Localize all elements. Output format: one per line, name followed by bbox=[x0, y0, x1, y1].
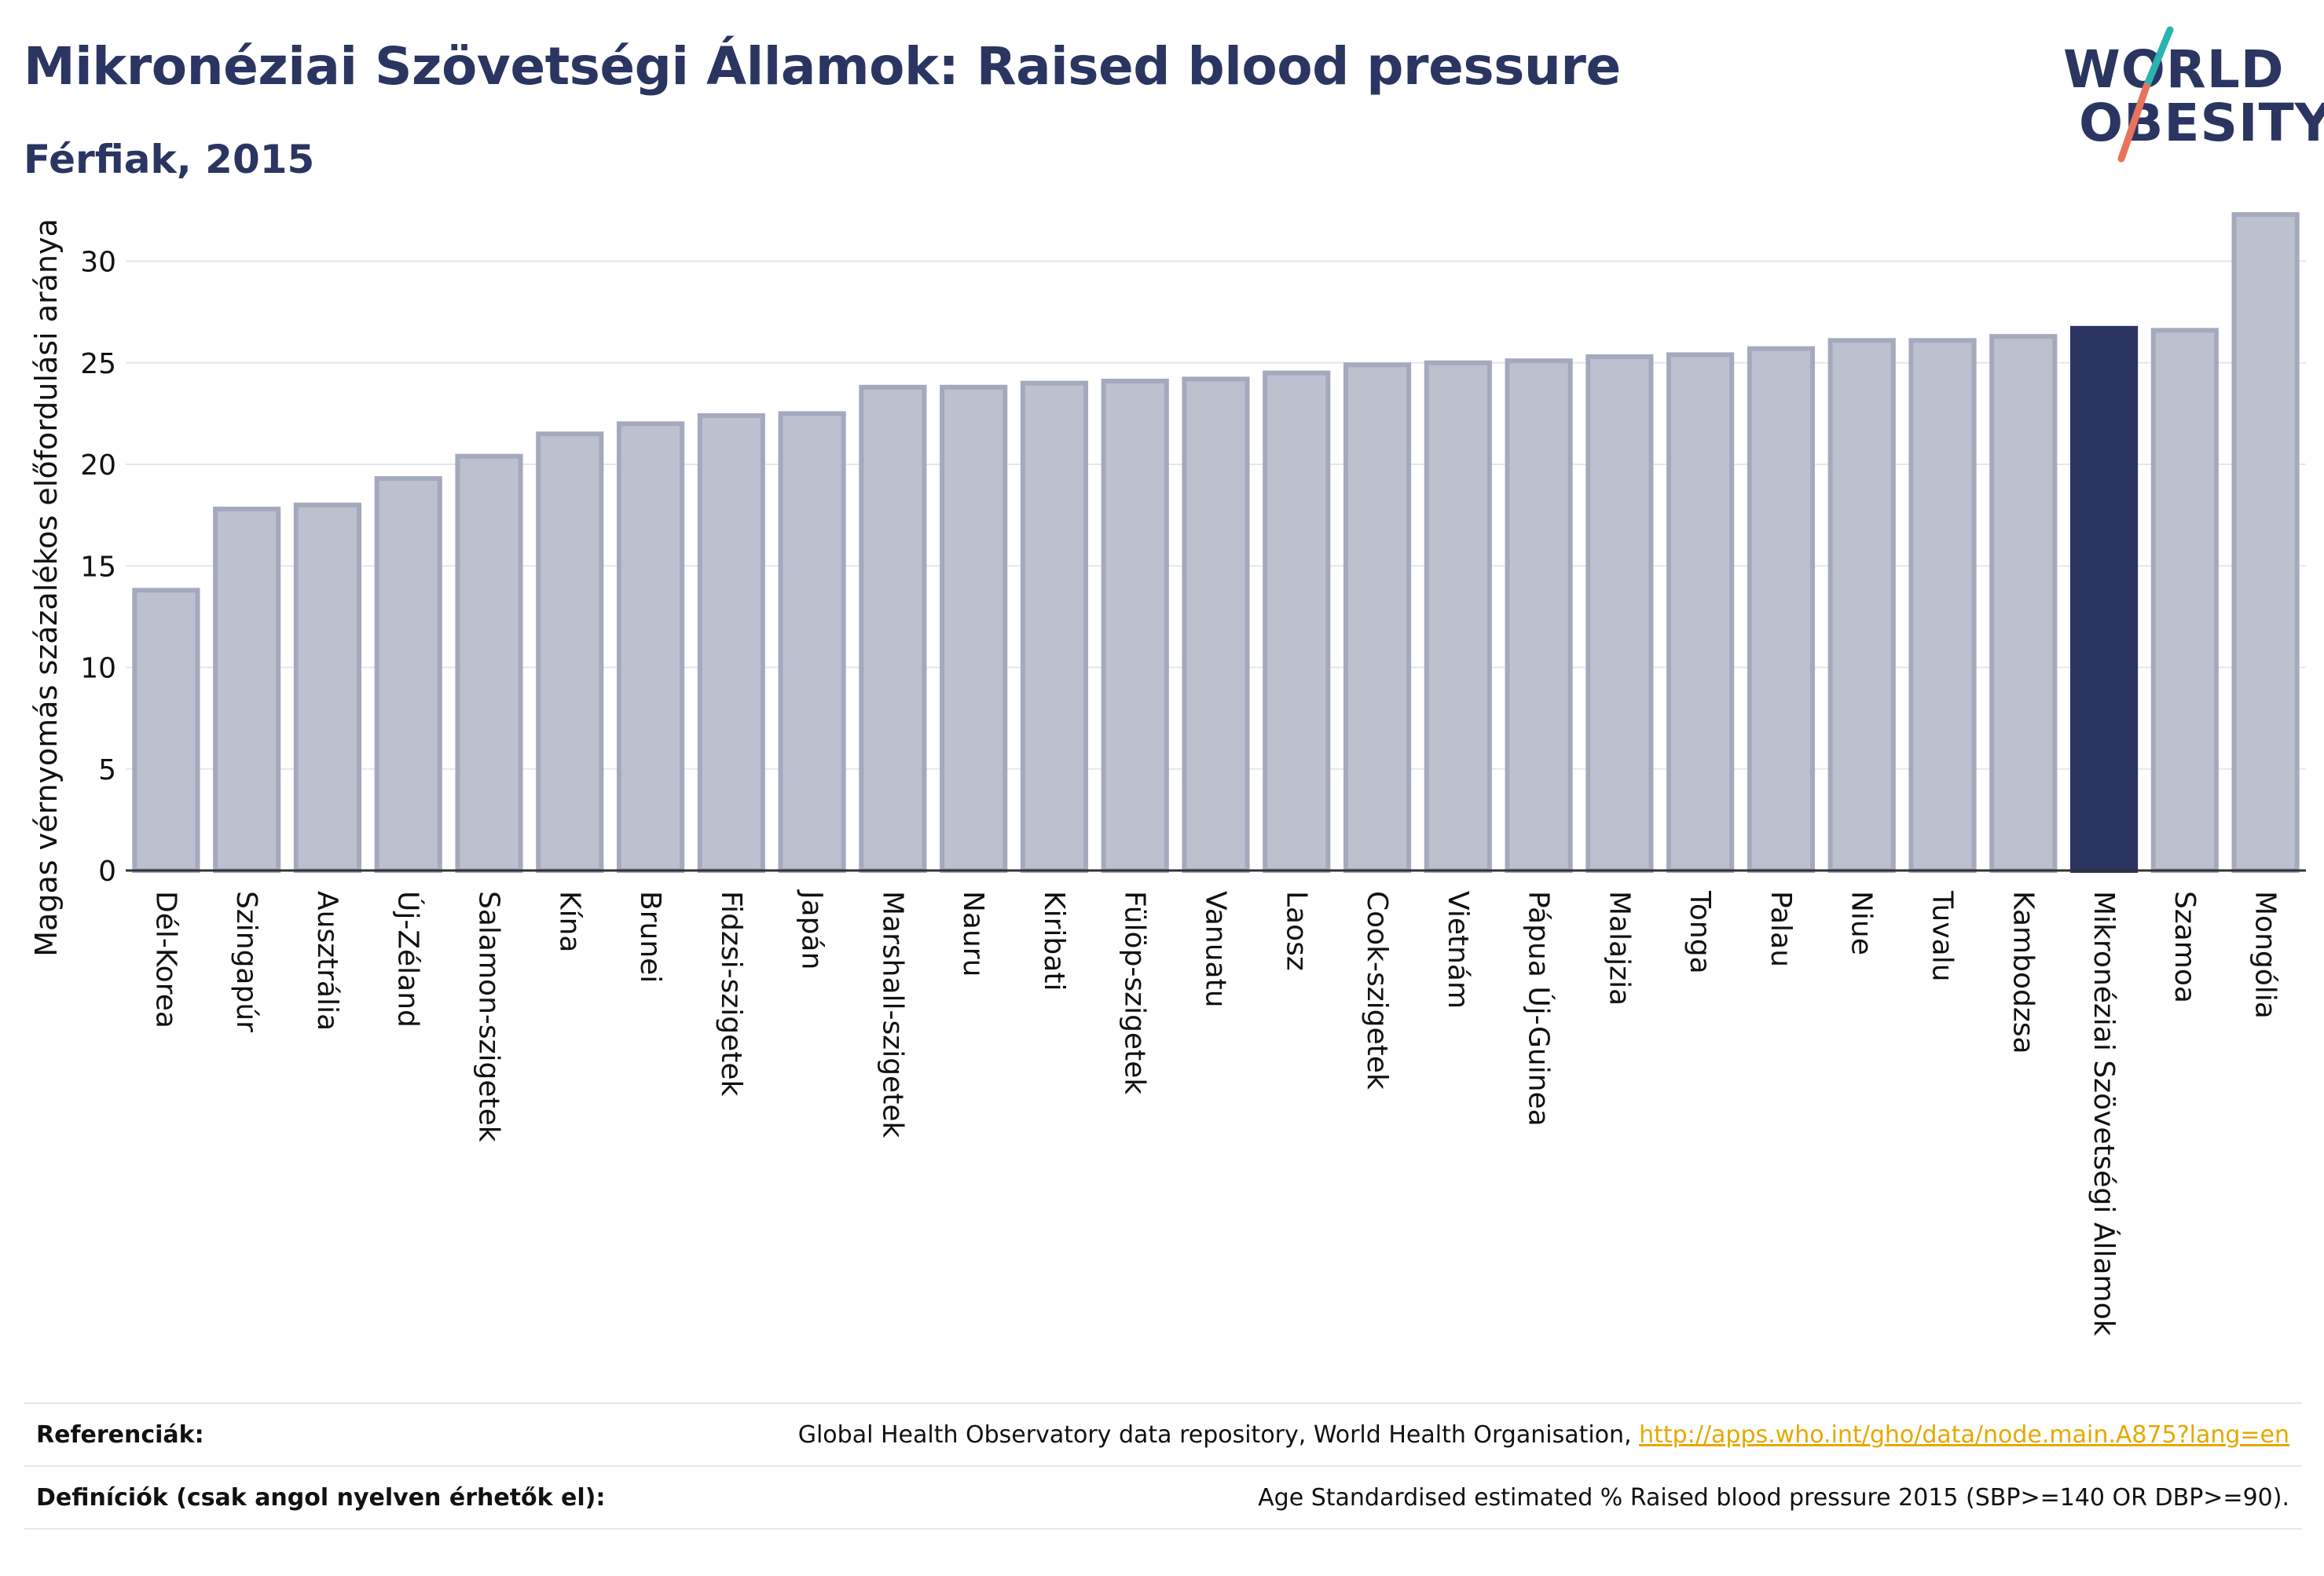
x-tick-label: Kína bbox=[553, 891, 585, 953]
x-tick-label: Laosz bbox=[1280, 891, 1312, 971]
bar bbox=[1747, 346, 1816, 873]
references-row: Referenciák: Global Health Observatory d… bbox=[24, 1402, 2302, 1467]
x-tick-label: Vanuatu bbox=[1200, 891, 1232, 1008]
bars-layer bbox=[132, 212, 2300, 874]
bar bbox=[1505, 358, 1573, 874]
x-tick-label: Tuvalu bbox=[1926, 890, 1959, 982]
x-tick-label: Niue bbox=[1846, 891, 1878, 955]
footer-divider bbox=[24, 1528, 2302, 1530]
definitions-value: Age Standardised estimated % Raised bloo… bbox=[1258, 1484, 2289, 1512]
x-tick-label: Fidzsi-szigetek bbox=[715, 891, 747, 1097]
bar bbox=[1989, 334, 2058, 873]
references-label: Referenciák: bbox=[36, 1421, 204, 1449]
y-tick-label: 5 bbox=[98, 754, 116, 786]
chart-subtitle: Férfiak, 2015 bbox=[24, 137, 315, 182]
x-tick-label: Ausztrália bbox=[311, 891, 343, 1031]
x-tick-label: Mongólia bbox=[2249, 891, 2282, 1019]
bar-highlight bbox=[2069, 325, 2139, 873]
y-tick-label: 25 bbox=[80, 348, 116, 380]
bar bbox=[616, 421, 685, 873]
bar bbox=[455, 453, 523, 873]
x-tick-label: Brunei bbox=[634, 891, 666, 983]
logo-line-2: OBESITY bbox=[2079, 93, 2324, 153]
x-tick-label: Japán bbox=[796, 889, 828, 969]
y-tick-label: 10 bbox=[80, 653, 116, 685]
x-tick-label: Nauru bbox=[957, 891, 989, 977]
logo-slash-icon bbox=[2117, 26, 2174, 163]
definitions-label: Definíciók (csak angol nyelven érhetők e… bbox=[36, 1484, 606, 1512]
x-tick-label: Fülöp-szigetek bbox=[1119, 891, 1151, 1094]
bar bbox=[1666, 352, 1735, 873]
bar bbox=[940, 384, 1008, 874]
x-tick-label: Kambodzsa bbox=[2007, 891, 2039, 1054]
bar bbox=[778, 411, 846, 873]
bar bbox=[1263, 370, 1331, 874]
y-axis-label: Magas vérnyomás százalékos előfordulási … bbox=[29, 218, 64, 956]
references-value: Global Health Observatory data repositor… bbox=[798, 1421, 2289, 1449]
bar bbox=[1424, 360, 1492, 873]
x-tick-label: Pápua Új-Guinea bbox=[1523, 891, 1556, 1127]
bar bbox=[1908, 338, 1977, 873]
x-tick-label: Vietnám bbox=[1442, 891, 1474, 1009]
x-tick-label: Tonga bbox=[1684, 890, 1716, 974]
bar bbox=[1020, 380, 1089, 873]
bar bbox=[697, 412, 765, 873]
x-tick-label: Marshall-szigetek bbox=[876, 891, 908, 1138]
bar bbox=[213, 506, 281, 873]
y-tick-label: 0 bbox=[98, 856, 116, 888]
bar bbox=[132, 588, 200, 873]
bar bbox=[1585, 354, 1654, 873]
definitions-row: Definíciók (csak angol nyelven érhetők e… bbox=[24, 1465, 2302, 1530]
bar bbox=[1101, 379, 1169, 873]
references-text: Global Health Observatory data repositor… bbox=[797, 1421, 1640, 1449]
chart-title: Mikronéziai Szövetségi Államok: Raised b… bbox=[24, 36, 1621, 97]
bar bbox=[1827, 338, 1896, 873]
bar bbox=[859, 384, 927, 874]
x-tick-label: Mikronéziai Szövetségi Államok bbox=[2088, 891, 2121, 1336]
bar bbox=[374, 476, 442, 874]
logo-line-1: WORLD bbox=[2063, 39, 2285, 100]
bar bbox=[1182, 376, 1250, 873]
x-tick-label: Salamon-szigetek bbox=[473, 891, 505, 1142]
bar bbox=[2231, 212, 2300, 873]
x-tick-label: Palau bbox=[1765, 891, 1797, 967]
bar bbox=[293, 502, 362, 874]
bar bbox=[2150, 328, 2219, 873]
y-tick-label: 20 bbox=[80, 449, 116, 482]
x-tick-label: Malajzia bbox=[1603, 891, 1635, 1006]
x-tick-label: Új-Zéland bbox=[392, 891, 425, 1028]
x-tick-label: Dél-Korea bbox=[149, 891, 181, 1028]
references-link[interactable]: http://apps.who.int/gho/data/node.main.A… bbox=[1639, 1421, 2289, 1449]
x-tick-label: Cook-szigetek bbox=[1361, 891, 1393, 1090]
y-tick-label: 15 bbox=[80, 551, 116, 583]
x-tick-label: Szamoa bbox=[2168, 891, 2201, 1003]
x-tick-label: Kiribati bbox=[1038, 891, 1070, 991]
bar bbox=[1343, 362, 1412, 873]
world-obesity-logo: WORLD OBESITY bbox=[2043, 24, 2324, 165]
bar bbox=[536, 431, 604, 873]
axis-layer: 0 5 10 15 20 25 30 Dél-Korea Szingapúr Ausztrália… bbox=[80, 247, 2306, 1336]
bar-chart: 0 5 10 15 20 25 30 Dél-Korea Szingapúr Ausztrália… bbox=[29, 212, 2306, 1336]
x-tick-label: Szingapúr bbox=[230, 891, 262, 1032]
y-tick-label: 30 bbox=[80, 247, 116, 279]
